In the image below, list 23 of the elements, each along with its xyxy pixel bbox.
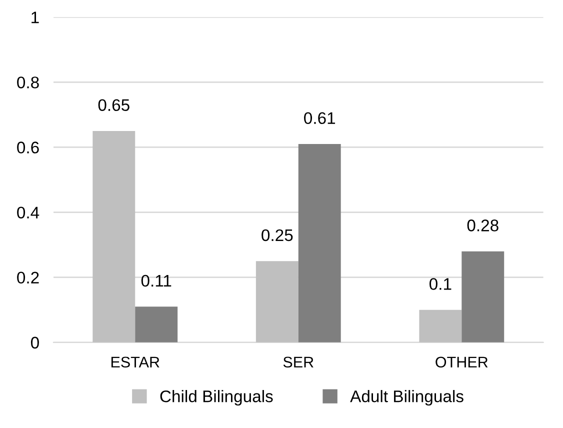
data-label: 0.28	[467, 220, 498, 232]
y-tick-label: 0.4	[17, 206, 40, 218]
x-tick-label: ESTAR	[111, 356, 160, 368]
legend-label: Adult Bilinguals	[350, 390, 464, 406]
bar	[419, 310, 462, 342]
data-label: 0.11	[141, 274, 172, 287]
data-label: 0.65	[98, 99, 130, 112]
bar	[298, 144, 341, 342]
y-tick-label: 0	[30, 336, 39, 349]
bar	[462, 251, 504, 342]
y-tick-label: 0.8	[17, 76, 39, 88]
bar	[92, 130, 136, 342]
x-tick-label: SER	[283, 356, 314, 368]
bar	[135, 306, 178, 342]
x-tick-label: OTHER	[436, 356, 488, 368]
data-label: 0.61	[304, 112, 336, 124]
data-label: 0.1	[430, 278, 452, 290]
y-tick-label: 0.6	[17, 142, 39, 154]
y-tick-label: 0.2	[17, 272, 39, 284]
data-label: 0.25	[262, 229, 293, 242]
y-tick-label: 1	[32, 12, 39, 24]
legend-label: Child Bilinguals	[160, 390, 273, 406]
bar	[256, 261, 298, 342]
